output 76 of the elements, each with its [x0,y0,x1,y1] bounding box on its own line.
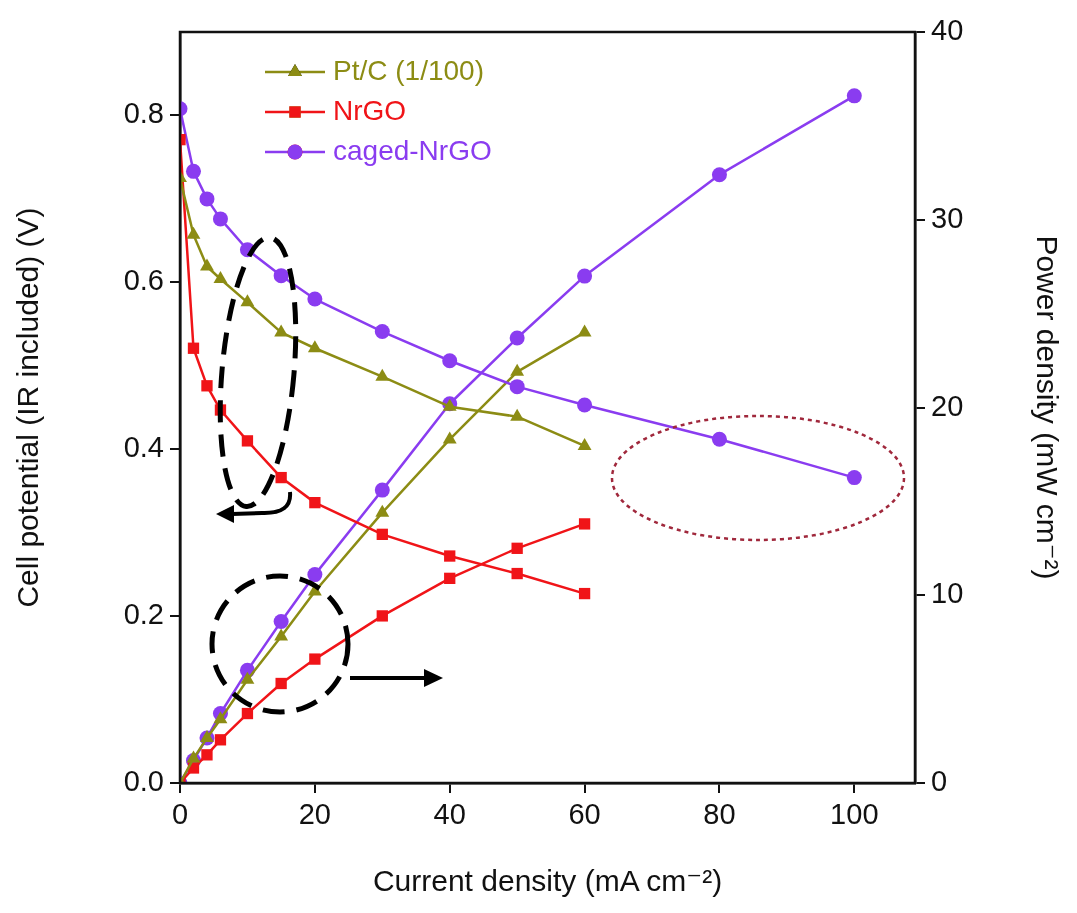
point [212,211,228,227]
y-tick-label: 0.6 [123,264,164,297]
point [186,226,201,239]
point [307,291,323,307]
point [577,324,592,337]
y2-tick-label: 40 [931,14,964,46]
point [307,567,323,583]
x-tick-label: 60 [568,798,601,831]
point [240,294,255,307]
point [577,268,593,284]
point [200,729,214,742]
point [511,567,523,580]
point [273,614,289,630]
point [711,167,727,183]
point [444,550,456,562]
point [375,504,390,517]
point [846,88,862,104]
point [275,471,287,484]
point [240,671,255,684]
point [275,677,287,690]
y2-tick-label: 30 [931,201,964,234]
legend-label: Pt/C (1/100) [333,54,484,86]
point [509,330,525,346]
point [442,431,457,444]
point [578,518,591,530]
x-tick-label: 100 [830,798,879,831]
y-tick-label: 0.8 [123,97,164,130]
point [274,628,289,641]
point [201,380,213,392]
point [241,435,254,447]
point [711,431,727,447]
point [213,271,228,283]
point [578,587,591,600]
point [309,496,321,509]
point [509,379,525,395]
point [186,750,201,763]
y2-tick-label: 20 [931,389,964,422]
point [510,408,525,421]
x-tick-label: 0 [171,798,189,831]
legend-label: caged-NrGO [333,134,492,166]
y-tick-label: 0.4 [123,431,164,464]
point [442,353,458,369]
point [511,542,523,554]
point [214,734,227,746]
point [376,610,388,622]
point [241,707,254,720]
point [444,572,456,585]
x-tick-label: 80 [703,798,736,831]
point [374,324,390,340]
point [374,482,390,498]
point [200,258,214,271]
point [185,163,201,179]
point [274,324,289,337]
point [375,368,390,381]
y2-tick-label: 10 [931,577,964,610]
point [213,711,228,724]
point [846,470,862,486]
point [187,342,200,354]
x-tick-label: 20 [298,798,331,831]
y2-tick-label: 0 [931,765,948,797]
y-tick-label: 0.0 [123,765,164,797]
point [376,528,388,540]
point [577,437,592,450]
point [201,749,213,761]
point [273,268,289,284]
point [577,397,593,413]
legend-label: NrGO [333,94,407,126]
y-axis-title: Cell potential (IR included) (V) [11,207,45,608]
y2-axis-title: Power density (mW cm⁻²) [1030,235,1064,580]
x-axis-title: Current density (mA cm⁻²) [372,864,723,898]
point [307,340,322,353]
point [199,191,215,207]
x-tick-label: 40 [433,798,466,831]
point [309,653,321,665]
y-tick-label: 0.2 [123,598,164,631]
point [510,363,525,376]
